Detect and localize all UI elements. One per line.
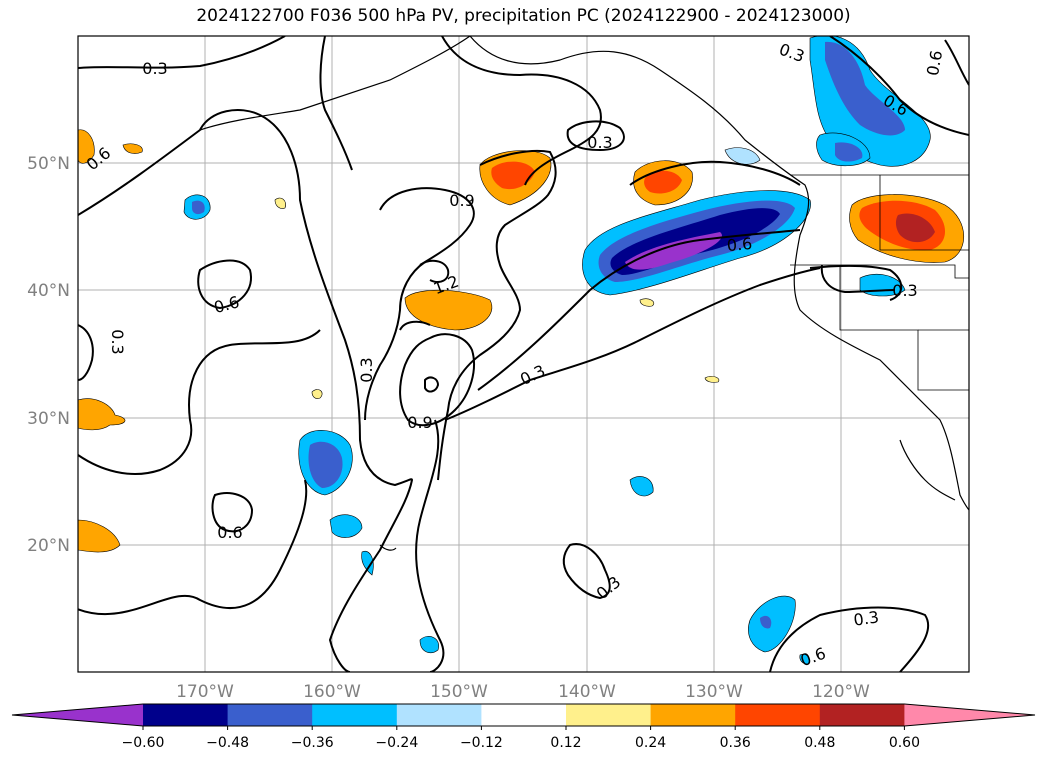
contour-label: 0.3 <box>892 281 917 300</box>
colorbar-segment <box>227 704 313 726</box>
contour-label: 0.3 <box>587 133 612 152</box>
lat-label: 50°N <box>27 154 70 174</box>
lat-label: 30°N <box>27 409 70 429</box>
contour-label: 0.6 <box>923 49 946 77</box>
colorbar-tick-label: −0.48 <box>206 735 249 751</box>
contour-label: 0.3 <box>142 59 167 78</box>
colorbar-segment <box>650 704 736 726</box>
coastlines <box>199 36 969 551</box>
colorbar-tick-label: 0.60 <box>889 735 920 751</box>
colorbar-tick-label: −0.60 <box>122 735 165 751</box>
contour-label: 0.3 <box>108 329 127 354</box>
colorbar-tick-label: 0.12 <box>550 735 581 751</box>
lat-label: 20°N <box>27 536 70 556</box>
colorbar-tick-label: 0.36 <box>720 735 751 751</box>
precipitation-fill <box>78 36 965 665</box>
colorbar-extend-low <box>12 704 143 726</box>
colorbar-segment <box>396 704 482 726</box>
map-frame <box>77 35 970 673</box>
lon-label: 170°W <box>176 682 234 702</box>
lon-label: 130°W <box>685 682 743 702</box>
latitude-labels: 50°N 40°N 30°N 20°N <box>27 154 70 556</box>
lon-label: 120°W <box>812 682 870 702</box>
map-area: 0.3 0.3 0.3 0.3 0.3 0.3 0.3 0.3 0.6 0.6 … <box>78 36 969 672</box>
colorbar-tick-label: −0.12 <box>460 735 503 751</box>
borders <box>790 174 969 391</box>
contour-label: 0.6 <box>217 523 242 542</box>
contour-label: 0.3 <box>357 357 376 382</box>
pv-contours <box>78 36 969 672</box>
contour-label: 0.9 <box>407 413 432 432</box>
colorbar-segment <box>481 704 567 726</box>
lon-label: 150°W <box>430 682 488 702</box>
colorbar: −0.60 −0.48 −0.36 −0.24 −0.12 0.12 0.24 0.36 0.4… <box>11 703 1036 751</box>
contour-label: 0.3 <box>852 607 880 629</box>
colorbar-segment <box>566 704 652 726</box>
contour-label: 0.6 <box>726 234 753 255</box>
colorbar-tick-label: 0.48 <box>804 735 835 751</box>
lon-label: 160°W <box>303 682 361 702</box>
lon-label: 140°W <box>558 682 616 702</box>
colorbar-tick-label: −0.24 <box>375 735 418 751</box>
longitude-labels: 170°W 160°W 150°W 140°W 130°W 120°W <box>176 682 870 702</box>
colorbar-segment <box>312 704 398 726</box>
colorbar-segment <box>819 704 905 726</box>
colorbar-tick-label: 0.24 <box>635 735 666 751</box>
lat-label: 40°N <box>27 281 70 301</box>
colorbar-extend-high <box>904 704 1035 726</box>
colorbar-segment <box>143 704 229 726</box>
colorbar-tick-label: −0.36 <box>291 735 334 751</box>
contour-label: 0.9 <box>449 191 474 210</box>
colorbar-segment <box>735 704 821 726</box>
map-title: 2024122700 F036 500 hPa PV, precipitatio… <box>196 6 851 26</box>
